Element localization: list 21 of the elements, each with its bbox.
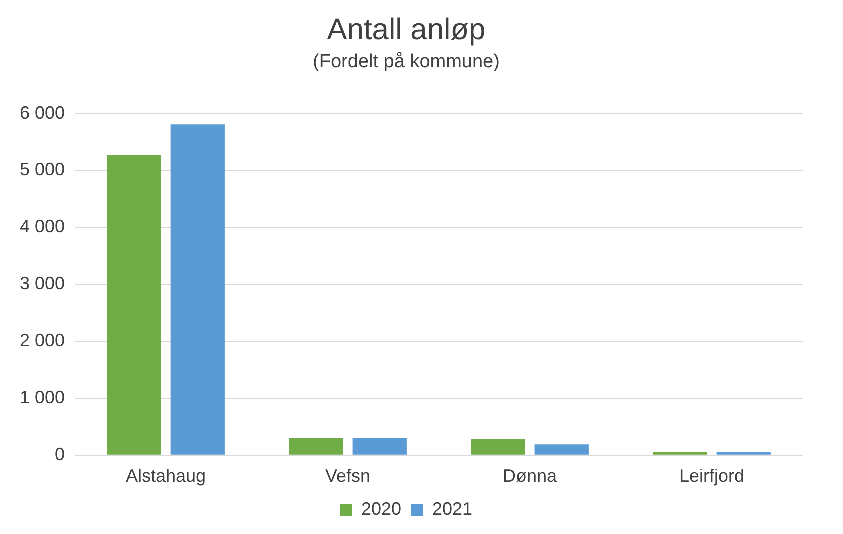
y-tick-label: 1 000: [20, 387, 66, 408]
bar: [289, 438, 344, 455]
x-tick-label: Leirfjord: [679, 466, 745, 486]
bar: [471, 439, 526, 455]
bar: [170, 124, 225, 455]
legend-label: 2020: [361, 498, 402, 519]
y-tick-label: 3 000: [20, 274, 66, 294]
y-tick-label: 5 000: [20, 160, 66, 180]
chart-subtitle: (Fordelt på kommune): [313, 52, 500, 73]
y-tick-label: 2 000: [20, 330, 66, 350]
bar: [352, 438, 407, 455]
y-tick-label: 6 000: [20, 102, 66, 123]
legend-label: 2021: [432, 498, 473, 519]
y-tick-label: 0: [55, 444, 66, 464]
bar: [534, 444, 589, 455]
x-tick-label: Dønna: [503, 466, 558, 486]
chart-title: Antall anløp: [327, 13, 486, 46]
y-tick-label: 4 000: [20, 216, 66, 237]
x-tick-label: Vefsn: [326, 466, 371, 486]
x-tick-label: Alstahaug: [126, 466, 206, 486]
bar: [107, 155, 162, 455]
